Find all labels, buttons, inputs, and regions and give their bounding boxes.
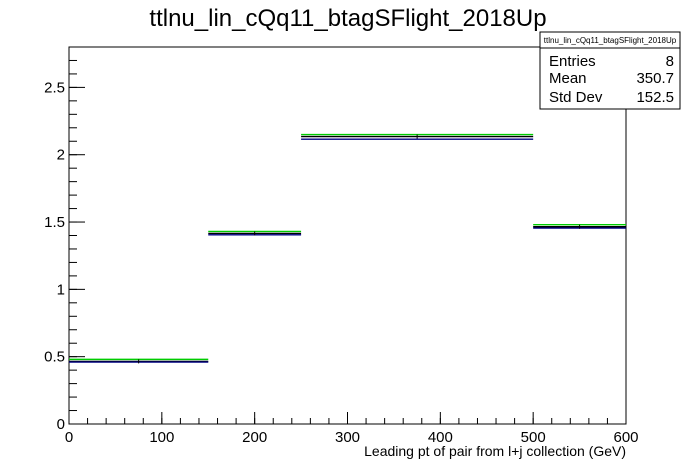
x-axis-label: Leading pt of pair from l+j collection (… [364, 443, 626, 459]
x-tick-label: 300 [335, 429, 360, 446]
stats-entries-label: Entries [549, 53, 596, 70]
x-tick-label: 500 [521, 429, 546, 446]
x-tick-label: 0 [65, 429, 73, 446]
chart-title: ttlnu_lin_cQq11_btagSFlight_2018Up [149, 5, 546, 32]
y-tick-label: 0.5 [44, 349, 65, 366]
y-tick-label: 1 [57, 281, 65, 298]
x-tick-label: 200 [242, 429, 267, 446]
x-tick-label: 400 [428, 429, 453, 446]
stats-box: ttlnu_lin_cQq11_btagSFlight_2018Up Entri… [539, 31, 681, 110]
stats-stddev-label: Std Dev [549, 89, 603, 106]
histogram-series [69, 133, 626, 364]
stats-mean-value: 350.7 [636, 70, 674, 87]
y-axis-ticks: 0 0.5 1 1.5 2 2.5 [44, 46, 85, 433]
y-tick-label: 2 [57, 147, 65, 164]
y-tick-label: 0 [57, 416, 65, 433]
stats-box-title: ttlnu_lin_cQq11_btagSFlight_2018Up [544, 36, 677, 45]
x-tick-label: 600 [613, 429, 638, 446]
x-axis-ticks: 0 100 200 300 400 500 600 [65, 412, 639, 446]
y-tick-label: 1.5 [44, 214, 65, 231]
stats-stddev-value: 152.5 [636, 89, 674, 106]
x-tick-label: 100 [149, 429, 174, 446]
stats-entries-value: 8 [666, 53, 674, 70]
stats-mean-label: Mean [549, 70, 587, 87]
y-tick-label: 2.5 [44, 79, 65, 96]
